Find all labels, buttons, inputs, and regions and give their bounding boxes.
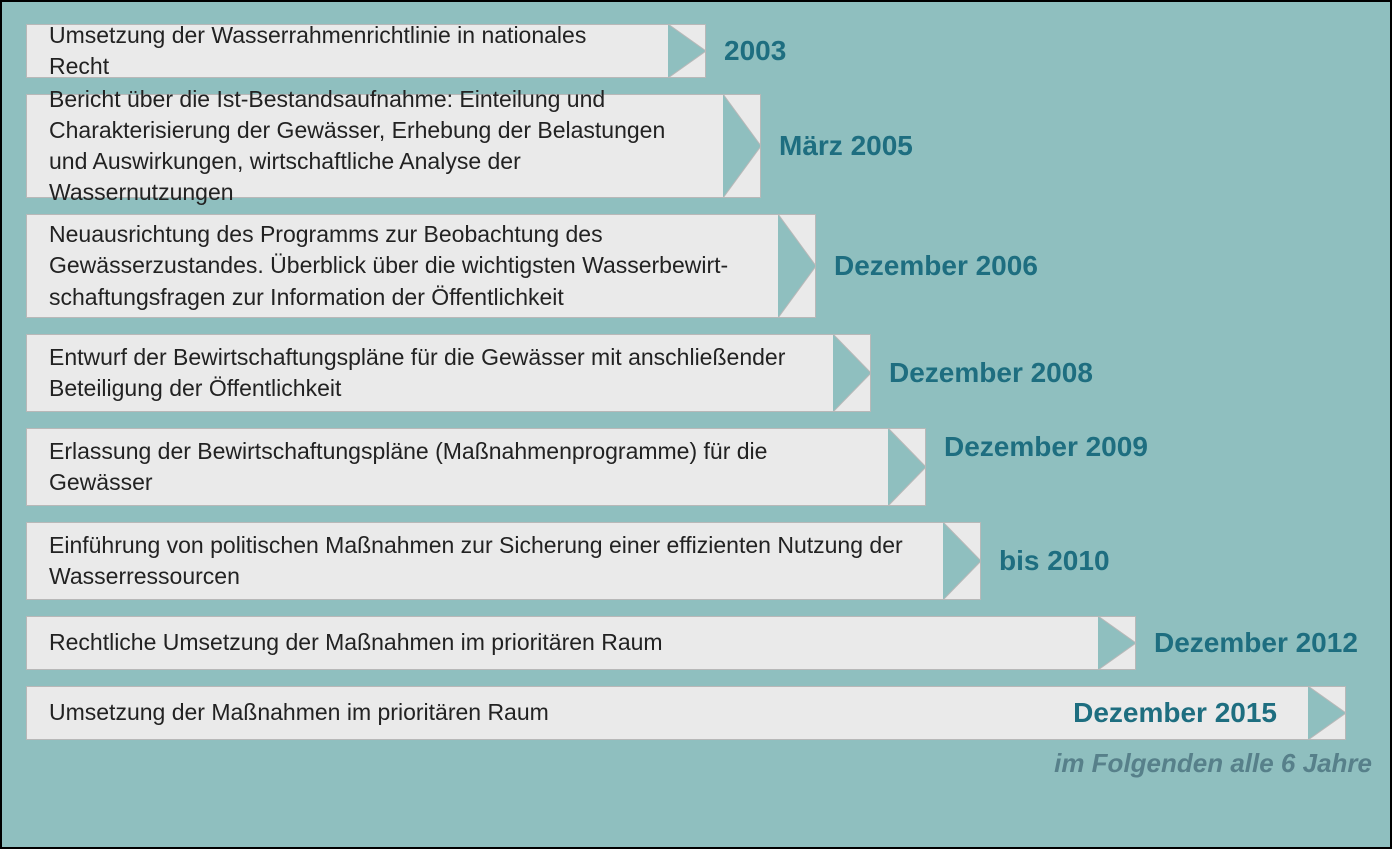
timeline-row: Umsetzung der Wasserrahmenrichtlinie in …: [2, 24, 1390, 78]
timeline-bar: Rechtliche Umsetzung der Maßnahmen im pr…: [26, 616, 1136, 670]
arrow-notch-icon: [778, 214, 816, 318]
timeline-bar-text: Umsetzung der Wasserrahmenrichtlinie in …: [49, 20, 649, 82]
timeline-bar: Einführung von politischen Maßnahmen zur…: [26, 522, 981, 600]
arrow-notch-icon: [833, 334, 871, 412]
arrow-notch-icon: [1098, 616, 1136, 670]
timeline-bar-text: Erlassung der Bewirtschaftungspläne (Maß…: [49, 436, 869, 498]
timeline-row: Bericht über die Ist-Bestandsaufnahme: E…: [2, 94, 1390, 198]
arrow-notch-icon: [1308, 686, 1346, 740]
arrow-notch-icon: [723, 94, 761, 198]
arrow-notch-icon: [668, 24, 706, 78]
timeline-bar: Umsetzung der Maßnahmen im prioritären R…: [26, 686, 1346, 740]
timeline-date: Dezember 2006: [834, 250, 1038, 282]
timeline-date: 2003: [724, 35, 786, 67]
timeline-row: Neuausrichtung des Programms zur Beobach…: [2, 214, 1390, 318]
timeline-row: Erlassung der Bewirtschaftungspläne (Maß…: [2, 428, 1390, 506]
arrow-notch-icon: [943, 522, 981, 600]
timeline-date: Dezember 2009: [944, 431, 1148, 463]
timeline-frame: Umsetzung der Wasserrahmenrichtlinie in …: [0, 0, 1392, 849]
timeline-date: März 2005: [779, 130, 913, 162]
timeline-date: Dezember 2015: [1073, 694, 1277, 732]
timeline-row: Einführung von politischen Maßnahmen zur…: [2, 522, 1390, 600]
timeline-bar-text: Rechtliche Umsetzung der Maßnahmen im pr…: [49, 627, 663, 658]
timeline-bar: Neuausrichtung des Programms zur Beobach…: [26, 214, 816, 318]
timeline-bar-text: Neuausrichtung des Programms zur Beobach…: [49, 219, 759, 312]
timeline-row: Umsetzung der Maßnahmen im prioritären R…: [2, 686, 1390, 740]
timeline-date: Dezember 2012: [1154, 627, 1358, 659]
timeline-bar: Entwurf der Bewirtschaftungspläne für di…: [26, 334, 871, 412]
timeline-bar: Bericht über die Ist-Bestandsaufnahme: E…: [26, 94, 761, 198]
timeline-row: Entwurf der Bewirtschaftungspläne für di…: [2, 334, 1390, 412]
timeline-bar: Umsetzung der Wasserrahmenrichtlinie in …: [26, 24, 706, 78]
timeline-bar: Erlassung der Bewirtschaftungspläne (Maß…: [26, 428, 926, 506]
arrow-notch-icon: [888, 428, 926, 506]
timeline-bar-text: Umsetzung der Maßnahmen im prioritären R…: [49, 697, 549, 728]
footer-note: im Folgenden alle 6 Jahre: [1054, 748, 1372, 779]
timeline-date: bis 2010: [999, 545, 1110, 577]
timeline-row: Rechtliche Umsetzung der Maßnahmen im pr…: [2, 616, 1390, 670]
timeline-bar-text: Entwurf der Bewirtschaftungspläne für di…: [49, 342, 814, 404]
timeline-bar-text: Einführung von politischen Maßnahmen zur…: [49, 530, 924, 592]
timeline-bar-text: Bericht über die Ist-Bestandsaufnahme: E…: [49, 84, 704, 208]
timeline-date: Dezember 2008: [889, 357, 1093, 389]
